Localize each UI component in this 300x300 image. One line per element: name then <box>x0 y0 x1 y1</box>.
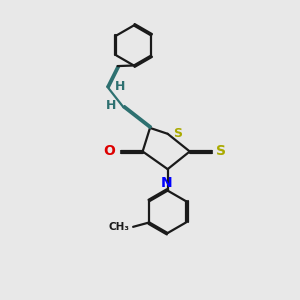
Text: H: H <box>106 99 116 112</box>
Text: N: N <box>160 176 172 190</box>
Text: CH₃: CH₃ <box>109 222 130 232</box>
Text: H: H <box>115 80 125 93</box>
Text: O: O <box>103 145 115 158</box>
Text: S: S <box>174 127 183 140</box>
Text: S: S <box>216 145 226 158</box>
